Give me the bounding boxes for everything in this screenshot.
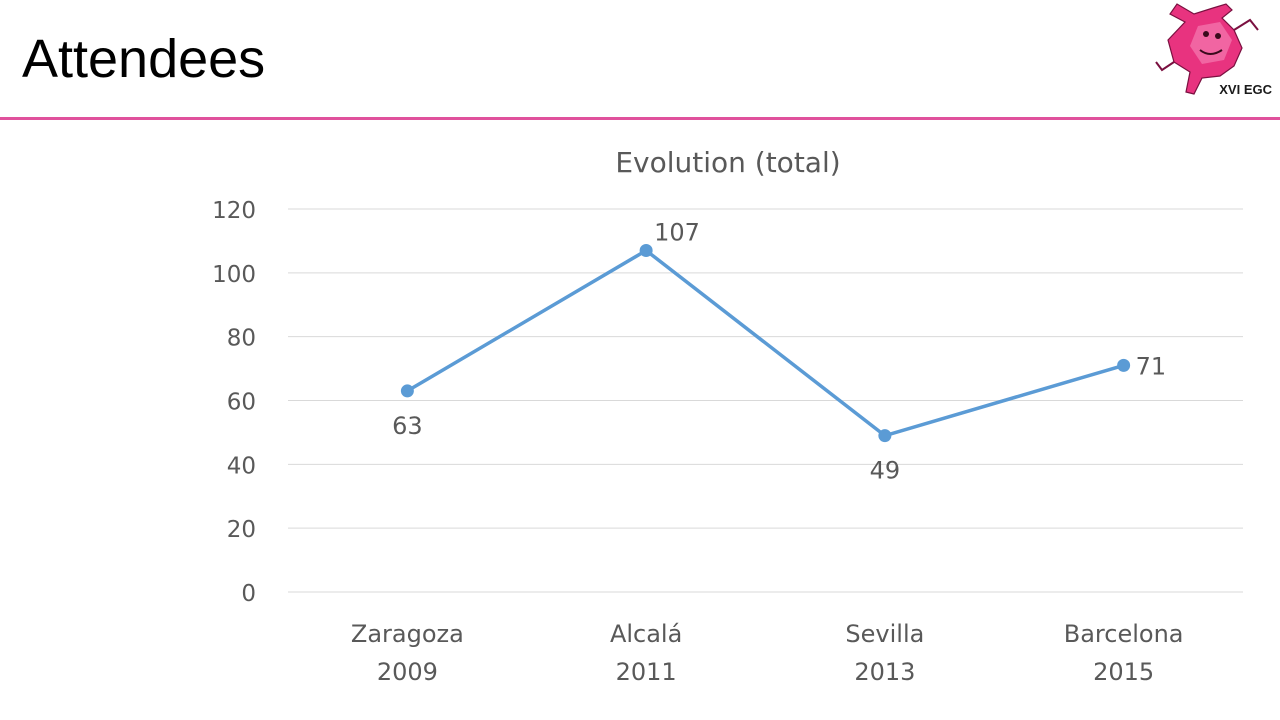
data-label: 107	[654, 218, 700, 246]
data-point	[639, 243, 653, 257]
data-label: 71	[1136, 352, 1167, 380]
series-line	[406, 248, 1125, 438]
egc-logo: XVI EGC	[1155, 3, 1273, 97]
series-line-path	[406, 248, 1125, 438]
slide-title: Attendees	[22, 29, 266, 89]
logo-mascot-icon	[1155, 3, 1259, 95]
y-tick-label: 20	[227, 517, 256, 543]
x-tick-label: Barcelona	[1064, 620, 1184, 648]
title-divider-line	[0, 117, 1280, 120]
data-label: 49	[870, 457, 901, 485]
y-tick-label: 0	[241, 581, 256, 607]
data-labels: 63 107 49 71	[392, 218, 1166, 484]
x-tick-label: 2015	[1093, 658, 1154, 686]
y-tick-label: 80	[227, 326, 256, 352]
x-tick-label: Zaragoza	[351, 620, 464, 648]
data-label: 63	[392, 412, 423, 440]
data-point	[878, 429, 892, 443]
series-points	[400, 243, 1131, 443]
x-tick-label: 2011	[616, 658, 677, 686]
chart-title: Evolution (total)	[615, 146, 840, 179]
y-tick-label: 60	[227, 390, 256, 416]
logo-text: XVI EGC	[1219, 82, 1272, 97]
data-point	[400, 384, 414, 398]
x-tick-label: Sevilla	[845, 620, 924, 648]
x-tick-label: 2013	[854, 658, 915, 686]
y-tick-label: 120	[212, 198, 256, 224]
x-axis-tick-labels: Zaragoza 2009 Alcalá 2011 Sevilla 2013 Barcelo…	[351, 620, 1184, 686]
x-tick-label: 2009	[377, 658, 438, 686]
title-divider	[0, 117, 1280, 120]
line-chart: Evolution (total) 0 20 40 60 80 100 120 Zarago…	[212, 146, 1243, 686]
y-tick-label: 100	[212, 262, 256, 288]
y-tick-label: 40	[227, 453, 256, 479]
gridlines	[288, 208, 1243, 593]
x-tick-label: Alcalá	[610, 620, 682, 648]
data-point	[1117, 358, 1131, 372]
y-axis-tick-labels: 0 20 40 60 80 100 120	[212, 198, 256, 607]
